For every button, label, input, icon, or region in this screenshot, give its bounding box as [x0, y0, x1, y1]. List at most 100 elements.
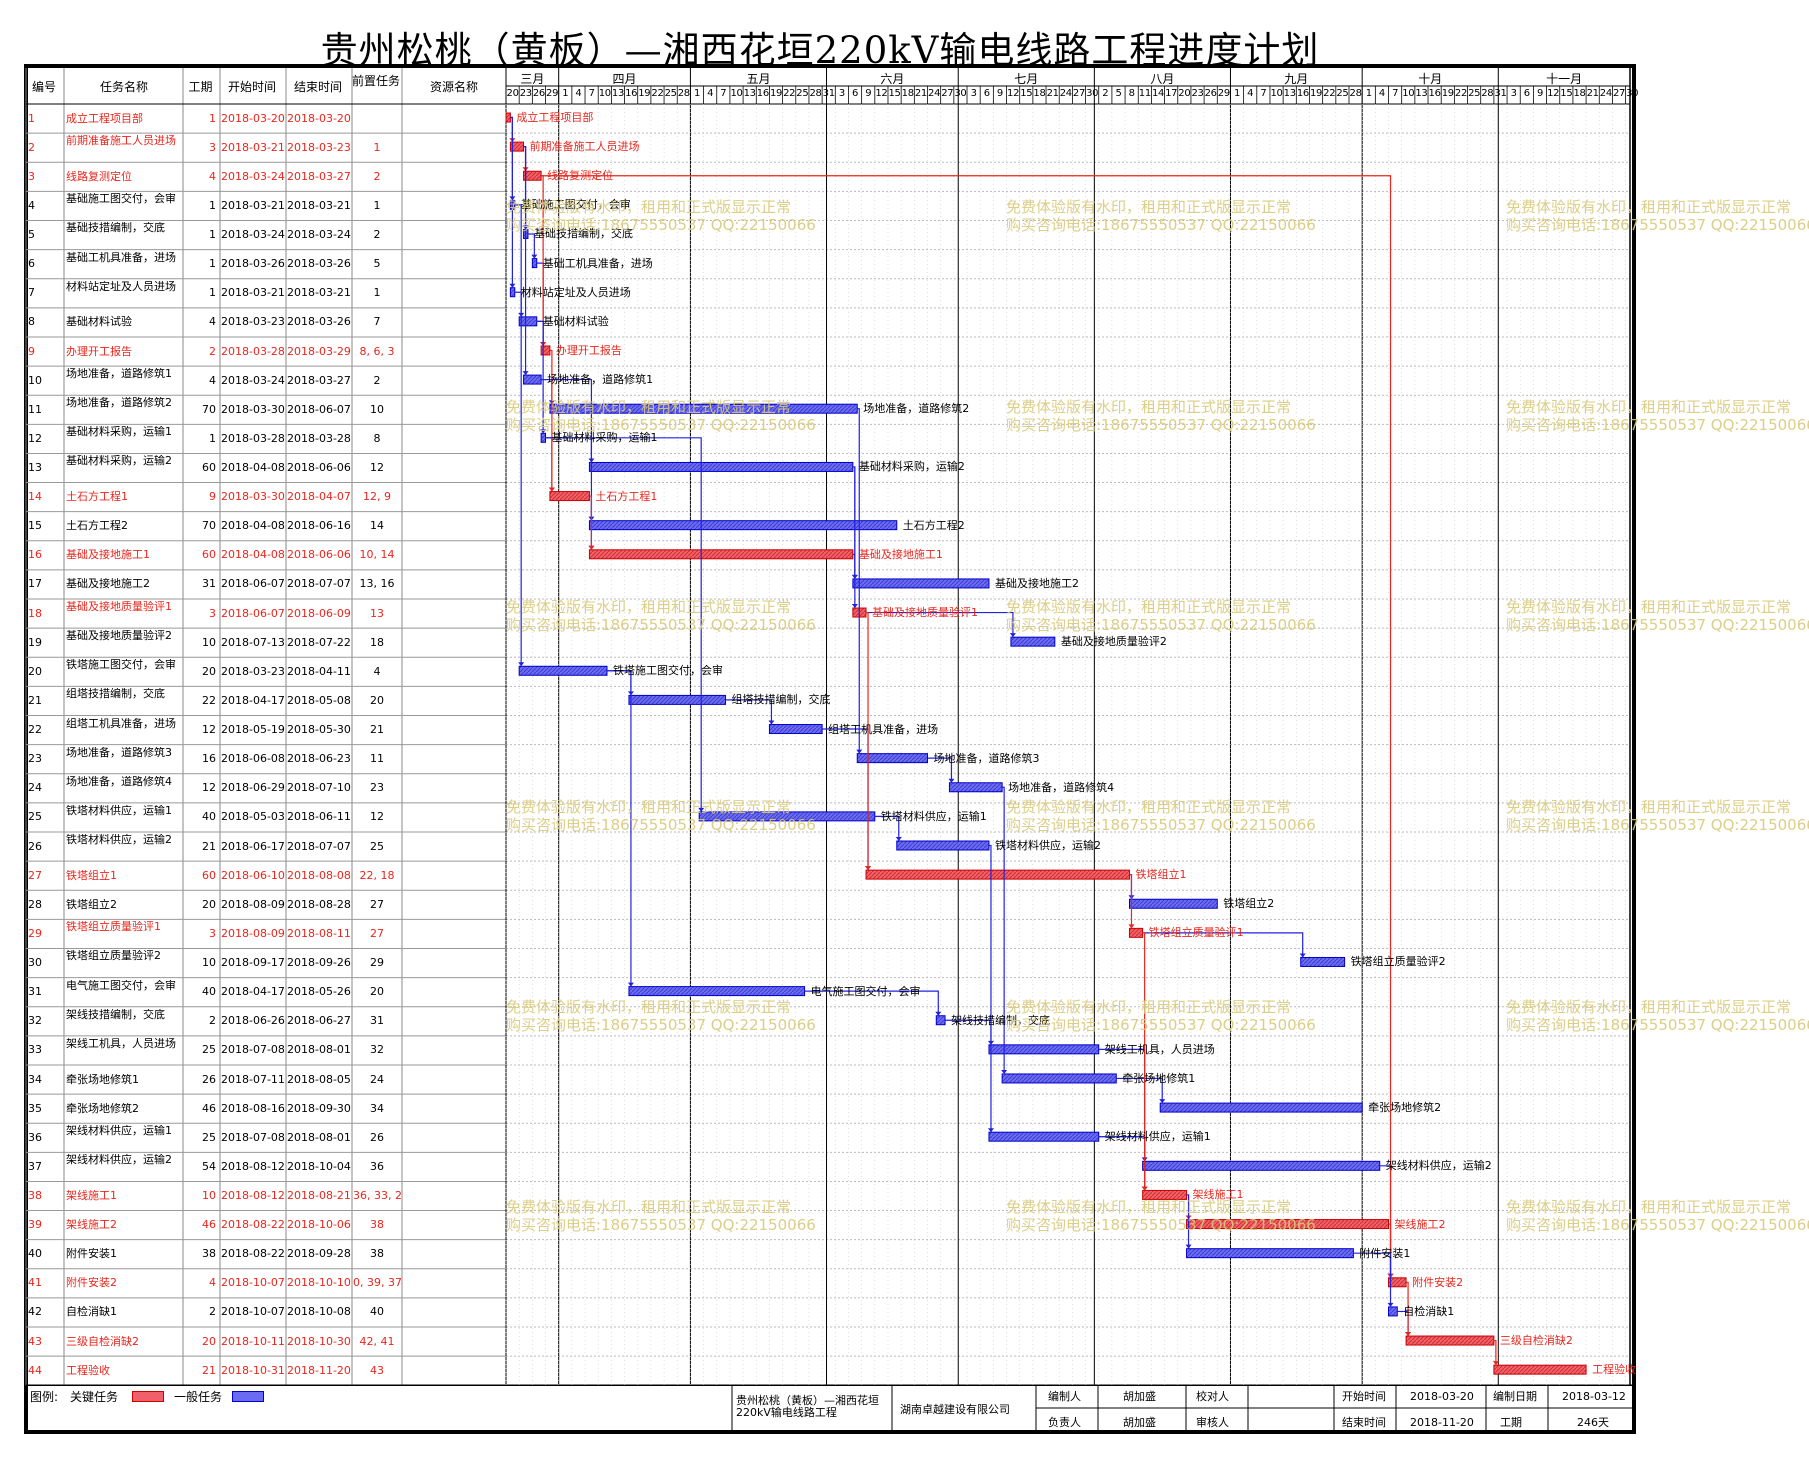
- dependency-arrow: [1159, 1099, 1166, 1104]
- task-id: 41: [28, 1277, 42, 1290]
- dependency-link: [866, 611, 1014, 638]
- task-bar: [523, 170, 542, 181]
- bar-label: 办理开工报告: [555, 343, 622, 357]
- bar-label: 场地准备，道路修筑3: [933, 751, 1040, 765]
- day-tick-label: 7: [1260, 88, 1267, 99]
- header-task-name: 任务名称: [99, 80, 148, 94]
- task-duration: 46: [202, 1102, 216, 1115]
- footer-reviewed-by-label: 审核人: [1196, 1416, 1229, 1429]
- bar-label: 铁塔材料供应，运输1: [880, 809, 987, 823]
- bar-label: 铁塔组立2: [1223, 897, 1275, 911]
- task-predecessor: 42, 41: [359, 1335, 395, 1348]
- bar-label: 场地准备，道路修筑4: [1008, 780, 1115, 794]
- footer-made-date: 2018-03-12: [1562, 1390, 1626, 1403]
- task-start: 2018-07-08: [221, 1131, 285, 1144]
- task-id: 31: [28, 986, 42, 999]
- day-tick-label: 28: [1349, 88, 1362, 99]
- day-tick-label: 16: [1428, 88, 1441, 99]
- task-predecessor: 36: [370, 1160, 384, 1173]
- dependency-link: [527, 233, 535, 259]
- task-id: 7: [28, 287, 35, 300]
- day-tick-label: 9: [1536, 88, 1544, 99]
- task-start: 2018-08-09: [221, 898, 285, 911]
- task-name: 架线施工2: [66, 1219, 117, 1232]
- day-tick-label: 27: [941, 88, 954, 99]
- task-end: 2018-09-26: [287, 957, 351, 970]
- task-id: 28: [28, 898, 42, 911]
- footer-company: 湖南卓越建设有限公司: [900, 1403, 1010, 1416]
- task-predecessor: 8: [373, 432, 381, 445]
- dependency-link: [1493, 1339, 1497, 1366]
- day-tick-label: 27: [1072, 88, 1086, 99]
- month-label: 五月: [746, 72, 771, 86]
- day-tick-label: 15: [888, 88, 901, 99]
- task-end: 2018-03-21: [287, 199, 351, 212]
- task-name: 附件安装2: [66, 1277, 117, 1290]
- task-bar: [1142, 1189, 1188, 1200]
- day-tick-label: 4: [1247, 88, 1254, 99]
- dependency-link: [1142, 932, 1304, 958]
- task-duration: 3: [209, 141, 216, 154]
- task-end: 2018-04-11: [287, 665, 351, 678]
- task-bar: [988, 1044, 1100, 1055]
- day-tick-label: 23: [519, 88, 532, 99]
- task-start: 2018-06-10: [221, 869, 285, 882]
- task-bar: [549, 403, 858, 414]
- dependency-arrow: [987, 1128, 994, 1133]
- task-predecessor: 38: [370, 1219, 384, 1232]
- task-name: 架线材料供应，运输2: [66, 1154, 172, 1167]
- task-start: 2018-04-17: [221, 694, 285, 707]
- task-id: 30: [28, 957, 42, 970]
- task-end: 2018-06-09: [287, 607, 351, 620]
- task-id: 11: [28, 403, 42, 416]
- day-tick-label: 14: [1151, 88, 1165, 99]
- task-bar: [540, 345, 551, 356]
- footer-duration-label: 工期: [1500, 1416, 1522, 1429]
- task-id: 10: [28, 374, 42, 387]
- task-bar: [865, 869, 1130, 880]
- day-tick-label: 27: [1612, 88, 1626, 99]
- task-bar: [588, 461, 854, 472]
- task-start: 2018-03-26: [221, 258, 285, 271]
- header-resource: 资源名称: [429, 80, 478, 94]
- task-name: 土石方工程1: [66, 491, 128, 504]
- task-name: 基础及接地质量验评2: [66, 630, 172, 643]
- task-end: 2018-03-20: [287, 112, 351, 125]
- bar-label: 组塔工机具准备，进场: [828, 722, 939, 736]
- task-name: 组塔技措编制，交底: [66, 688, 165, 701]
- task-duration: 1: [209, 287, 216, 300]
- task-start: 2018-10-07: [221, 1277, 285, 1290]
- day-tick-label: 16: [1296, 88, 1309, 99]
- dependency-link: [549, 349, 553, 492]
- task-bar: [1128, 927, 1144, 938]
- task-bar: [531, 258, 538, 269]
- task-end: 2018-08-21: [287, 1190, 351, 1202]
- task-start: 2018-07-13: [221, 636, 285, 649]
- day-tick-label: 22: [651, 88, 664, 99]
- task-end: 2018-10-06: [287, 1219, 351, 1232]
- month-label: 八月: [1150, 72, 1175, 86]
- task-name: 基础技措编制，交底: [66, 222, 165, 235]
- footer-owner: 胡加盛: [1123, 1416, 1156, 1429]
- task-start: 2018-03-24: [221, 229, 285, 242]
- day-tick-label: 1: [1234, 88, 1241, 99]
- task-duration: 21: [202, 840, 216, 853]
- dependency-arrow: [548, 487, 555, 492]
- task-predecessor: 10: [370, 403, 384, 416]
- task-duration: 25: [202, 1131, 216, 1144]
- task-id: 3: [28, 170, 35, 183]
- bar-label: 牵张场地修筑2: [1368, 1101, 1442, 1115]
- bar-label: 铁塔材料供应，运输2: [994, 839, 1101, 852]
- dependency-arrow: [522, 371, 529, 376]
- footer-prepared-by: 胡加盛: [1123, 1390, 1156, 1403]
- task-bar: [518, 665, 608, 676]
- bar-label: 材料站定址及人员进场: [520, 285, 631, 299]
- day-tick-label: 31: [1494, 88, 1507, 99]
- dependency-link: [857, 408, 860, 754]
- task-duration: 1: [209, 199, 216, 212]
- task-duration: 20: [202, 1335, 216, 1348]
- dependency-arrow: [948, 778, 955, 783]
- task-start: 2018-06-08: [221, 753, 285, 766]
- task-bar: [1493, 1364, 1587, 1375]
- task-predecessor: 40: [370, 1306, 384, 1319]
